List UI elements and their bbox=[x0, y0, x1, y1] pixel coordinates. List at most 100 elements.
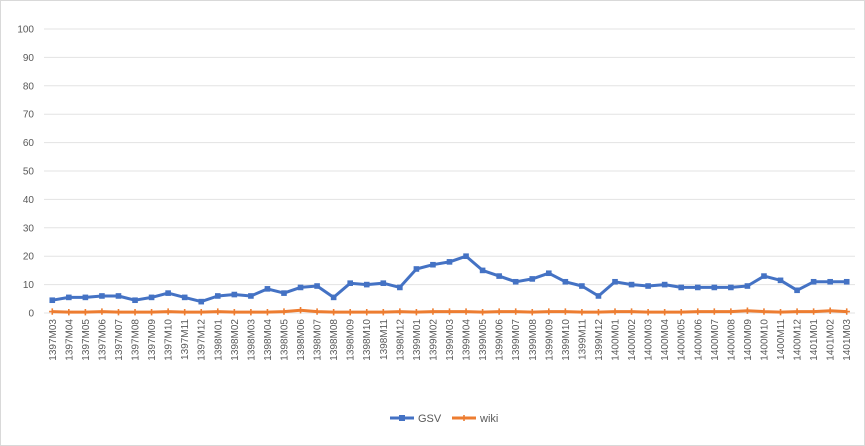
legend-label-gsv: GSV bbox=[418, 413, 442, 425]
data-point-wiki bbox=[462, 308, 470, 315]
x-tick-label: 1397M04 bbox=[64, 319, 75, 361]
data-point-wiki bbox=[98, 308, 106, 315]
y-tick-label: 90 bbox=[23, 53, 35, 64]
data-point-wiki bbox=[562, 308, 569, 315]
data-point-wiki bbox=[694, 308, 701, 315]
x-tick-label: 1401M02 bbox=[826, 319, 837, 361]
data-point-gsv bbox=[612, 278, 618, 285]
legend-marker-wiki bbox=[461, 415, 467, 421]
x-tick-label: 1397M06 bbox=[97, 319, 108, 361]
data-point-gsv bbox=[645, 283, 651, 289]
data-point-wiki bbox=[214, 308, 221, 315]
data-point-wiki bbox=[578, 308, 586, 316]
y-tick-label: 100 bbox=[17, 25, 34, 36]
data-point-gsv bbox=[446, 259, 453, 265]
data-point-wiki bbox=[661, 308, 668, 316]
data-point-wiki bbox=[264, 308, 271, 316]
x-tick-label: 1401M01 bbox=[809, 319, 820, 361]
x-tick-label: 1400M05 bbox=[677, 319, 688, 361]
x-tick-label: 1397M03 bbox=[48, 319, 59, 361]
x-tick-label: 1400M07 bbox=[710, 319, 721, 361]
data-point-wiki bbox=[396, 308, 404, 315]
data-point-wiki bbox=[611, 308, 619, 315]
x-tick-label: 1398M01 bbox=[213, 319, 224, 361]
x-tick-label: 1398M11 bbox=[379, 319, 390, 360]
data-point-wiki bbox=[644, 308, 652, 316]
data-point-wiki bbox=[380, 308, 387, 316]
x-tick-label: 1399M11 bbox=[577, 319, 588, 360]
data-point-wiki bbox=[512, 308, 519, 315]
x-tick-label: 1397M09 bbox=[147, 319, 158, 361]
x-tick-label: 1401M03 bbox=[842, 319, 853, 361]
data-point-gsv bbox=[248, 293, 254, 299]
data-point-wiki bbox=[82, 308, 89, 316]
x-tick-label: 1397M11 bbox=[180, 319, 191, 360]
x-tick-label: 1399M09 bbox=[544, 319, 555, 361]
data-point-gsv bbox=[49, 297, 56, 304]
data-point-wiki bbox=[413, 308, 420, 316]
x-tick-label: 1400M03 bbox=[644, 319, 655, 361]
y-tick-label: 60 bbox=[23, 138, 35, 149]
data-point-gsv bbox=[744, 283, 751, 289]
x-tick-label: 1398M12 bbox=[395, 319, 406, 361]
data-point-gsv bbox=[214, 293, 221, 299]
y-tick-label: 10 bbox=[23, 280, 35, 291]
data-point-wiki bbox=[429, 308, 437, 315]
data-point-gsv bbox=[99, 293, 105, 299]
x-tick-label: 1400M02 bbox=[627, 319, 638, 361]
data-point-gsv bbox=[479, 267, 486, 274]
data-point-wiki bbox=[131, 308, 139, 316]
data-point-gsv bbox=[827, 278, 833, 285]
data-point-wiki bbox=[297, 306, 304, 314]
data-point-gsv bbox=[330, 294, 337, 301]
data-point-gsv bbox=[66, 294, 72, 301]
data-point-gsv bbox=[314, 283, 320, 289]
data-point-wiki bbox=[247, 308, 255, 316]
data-point-wiki bbox=[744, 307, 751, 314]
x-tick-label: 1398M02 bbox=[230, 319, 241, 361]
data-point-wiki bbox=[346, 308, 354, 316]
y-tick-label: 50 bbox=[23, 167, 35, 178]
data-point-gsv bbox=[413, 266, 420, 272]
x-tick-label: 1397M10 bbox=[164, 319, 175, 361]
y-tick-label: 20 bbox=[23, 252, 35, 263]
data-point-wiki bbox=[843, 308, 850, 315]
x-tick-label: 1397M07 bbox=[114, 319, 125, 361]
data-point-wiki bbox=[495, 308, 503, 315]
data-point-wiki bbox=[446, 308, 453, 315]
data-point-gsv bbox=[181, 294, 188, 301]
data-point-gsv bbox=[297, 284, 304, 291]
data-point-wiki bbox=[49, 308, 56, 315]
x-tick-label: 1399M05 bbox=[478, 319, 489, 361]
x-tick-label: 1398M06 bbox=[296, 319, 307, 361]
x-tick-label: 1399M08 bbox=[528, 319, 539, 361]
data-point-gsv bbox=[562, 278, 569, 285]
data-point-wiki bbox=[231, 308, 238, 316]
data-point-wiki bbox=[313, 308, 321, 315]
data-point-gsv bbox=[363, 281, 370, 288]
data-point-wiki bbox=[777, 308, 784, 316]
x-tick-label: 1399M04 bbox=[462, 319, 473, 361]
data-point-wiki bbox=[529, 308, 536, 316]
x-tick-label: 1400M10 bbox=[759, 319, 770, 361]
data-point-gsv bbox=[777, 277, 784, 284]
data-point-gsv bbox=[794, 287, 800, 294]
data-point-gsv bbox=[843, 278, 850, 285]
data-point-gsv bbox=[380, 280, 387, 286]
x-tick-label: 1397M12 bbox=[197, 319, 208, 361]
x-tick-label: 1398M07 bbox=[313, 319, 324, 361]
data-point-gsv bbox=[529, 276, 536, 282]
data-point-wiki bbox=[760, 308, 768, 315]
data-point-wiki bbox=[711, 308, 718, 315]
data-point-wiki bbox=[330, 308, 337, 316]
data-point-gsv bbox=[661, 281, 668, 288]
y-tick-label: 70 bbox=[23, 110, 35, 121]
data-point-wiki bbox=[793, 308, 801, 315]
legend-marker-gsv bbox=[399, 415, 405, 421]
data-point-gsv bbox=[148, 294, 155, 301]
data-point-wiki bbox=[164, 308, 172, 315]
x-tick-label: 1399M10 bbox=[561, 319, 572, 361]
data-point-gsv bbox=[628, 281, 635, 288]
x-tick-label: 1400M12 bbox=[793, 319, 804, 361]
